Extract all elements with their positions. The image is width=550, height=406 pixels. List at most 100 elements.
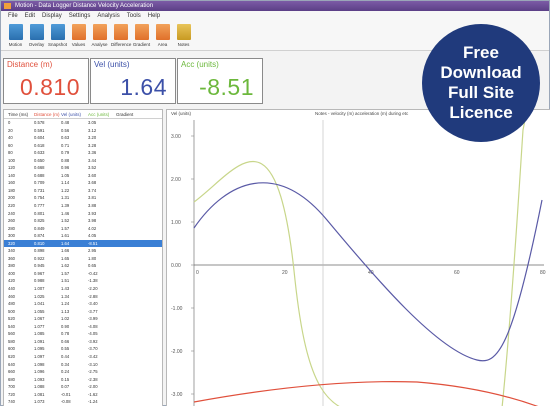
table-cell: 300 xyxy=(8,233,15,239)
distance-readout: Distance (m) 0.810 xyxy=(3,58,89,104)
table-row[interactable]: 500 1.055 1.13 -3.77 xyxy=(4,308,162,316)
velocity-readout-label: Vel (units) xyxy=(94,60,130,69)
table-cell: 1.43 xyxy=(61,286,70,292)
table-row[interactable]: 240 0.801 1.46 3.93 xyxy=(4,210,162,218)
table-row[interactable]: 660 1.096 0.24 -2.75 xyxy=(4,368,162,376)
table-row[interactable]: 400 0.967 1.57 -0.42 xyxy=(4,270,162,278)
table-cell: 1.093 xyxy=(34,376,45,382)
menu-display[interactable]: Display xyxy=(42,13,62,19)
table-row[interactable]: 740 1.073 -0.08 -1.24 xyxy=(4,398,162,406)
table-cell: -3.70 xyxy=(88,346,98,352)
table-cell: -3.92 xyxy=(88,338,98,344)
menu-help[interactable]: Help xyxy=(147,13,161,19)
table-cell: 440 xyxy=(8,286,15,292)
table-row[interactable]: 700 1.088 0.07 -2.00 xyxy=(4,383,162,391)
table-row[interactable]: 360 0.922 1.65 1.80 xyxy=(4,255,162,263)
table-row[interactable]: 60 0.618 0.71 3.28 xyxy=(4,142,162,150)
table-cell: -2.75 xyxy=(88,369,98,375)
table-cell: -2.88 xyxy=(88,293,98,299)
table-cell: 0.88 xyxy=(61,157,70,163)
table-row[interactable]: 160 0.709 1.14 3.68 xyxy=(4,179,162,187)
table-row[interactable]: 100 0.650 0.88 3.44 xyxy=(4,157,162,165)
table-row[interactable]: 120 0.668 0.96 3.52 xyxy=(4,164,162,172)
table-row[interactable]: 720 1.081 -0.01 -1.62 xyxy=(4,391,162,399)
toolbar-difference-button[interactable]: Difference xyxy=(111,24,131,47)
table-row[interactable]: 80 0.633 0.79 3.36 xyxy=(4,149,162,157)
table-cell: 1.57 xyxy=(61,270,70,276)
toolbar-motion-button[interactable]: Motion xyxy=(6,24,25,47)
table-cell: 1.52 xyxy=(61,218,70,224)
table-row[interactable]: 340 0.898 1.66 2.95 xyxy=(4,247,162,255)
table-cell: 140 xyxy=(8,172,15,178)
column-header[interactable]: Acc (units) xyxy=(88,112,110,117)
menu-edit[interactable]: Edit xyxy=(24,13,36,19)
table-cell: -4.08 xyxy=(88,323,98,329)
toolbar-overlay-button[interactable]: Overlay xyxy=(27,24,46,47)
table-row[interactable]: 640 1.098 0.34 -3.10 xyxy=(4,361,162,369)
menu-analysis[interactable]: Analysis xyxy=(97,13,120,19)
table-cell: 1.055 xyxy=(34,308,45,314)
table-cell: 0.633 xyxy=(34,150,45,156)
table-row[interactable]: 380 0.945 1.62 0.65 xyxy=(4,262,162,270)
table-row[interactable]: 420 0.988 1.51 -1.38 xyxy=(4,277,162,285)
table-row[interactable]: 140 0.688 1.05 3.60 xyxy=(4,172,162,180)
table-row[interactable]: 40 0.604 0.63 3.20 xyxy=(4,134,162,142)
table-row[interactable]: 440 1.007 1.43 -2.20 xyxy=(4,285,162,293)
column-header[interactable]: Vel (units) xyxy=(61,112,82,117)
table-cell: 1.64 xyxy=(61,240,70,246)
table-row[interactable]: 560 1.085 0.78 -4.05 xyxy=(4,330,162,338)
menu-file[interactable]: File xyxy=(8,13,18,19)
y-tick-label: -3.00 xyxy=(171,392,183,398)
table-cell: 1.34 xyxy=(61,293,70,299)
table-row[interactable]: 320 0.810 1.64 -8.51 xyxy=(4,239,162,248)
table-cell: -0.42 xyxy=(88,270,98,276)
table-cell: 0.44 xyxy=(61,353,70,359)
table-row[interactable]: 600 1.095 0.55 -3.70 xyxy=(4,345,162,353)
table-row[interactable]: 20 0.591 0.56 3.12 xyxy=(4,127,162,135)
table-row[interactable]: 680 1.093 0.15 -2.38 xyxy=(4,376,162,384)
menu-settings[interactable]: Settings xyxy=(68,13,91,19)
graph-panel[interactable]: 3.00 2.00 1.00 0.00 -1.00 -2.00 -3.00 0 20 40 60 80… xyxy=(166,109,550,406)
toolbar-gradient-button[interactable]: Gradient xyxy=(132,24,151,47)
difference-icon xyxy=(113,24,128,40)
table-row[interactable]: 220 0.777 1.39 3.88 xyxy=(4,202,162,210)
table-cell: 540 xyxy=(8,323,15,329)
toolbar-values-button[interactable]: Values xyxy=(69,24,88,47)
toolbar-notes-button[interactable]: Notes xyxy=(174,24,193,47)
toolbar-label: Motion xyxy=(8,42,23,47)
table-row[interactable]: 180 0.731 1.22 3.74 xyxy=(4,187,162,195)
table-row[interactable]: 580 1.091 0.66 -3.92 xyxy=(4,338,162,346)
column-header[interactable]: Distance (m) xyxy=(34,112,60,117)
acceleration-curve xyxy=(193,160,340,406)
menu-bar: File Edit Display Settings Analysis Tools Help xyxy=(1,11,549,21)
table-cell: 0.48 xyxy=(61,120,70,125)
toolbar-area-button[interactable]: Area xyxy=(153,24,172,47)
toolbar-analyse-button[interactable]: Analyse xyxy=(90,24,109,47)
column-header[interactable]: Time (ms) xyxy=(8,112,29,117)
toolbar-snapshot-button[interactable]: Snapshot xyxy=(48,24,67,47)
table-row[interactable]: 280 0.849 1.57 4.02 xyxy=(4,225,162,233)
toolbar-label: Notes xyxy=(177,42,190,47)
table-cell: 1.31 xyxy=(61,195,70,201)
table-row[interactable]: 300 0.874 1.61 4.05 xyxy=(4,232,162,240)
table-cell: 1.22 xyxy=(61,187,70,193)
table-cell: 3.28 xyxy=(88,142,97,148)
table-cell: 0.71 xyxy=(61,142,70,148)
table-cell: 3.74 xyxy=(88,187,97,193)
table-row[interactable]: 0 0.578 0.48 3.05 xyxy=(4,119,162,127)
column-header[interactable]: Gradient xyxy=(116,112,134,117)
table-row[interactable]: 540 1.077 0.90 -4.08 xyxy=(4,323,162,331)
table-row[interactable]: 460 1.025 1.34 -2.88 xyxy=(4,293,162,301)
free-download-badge[interactable]: Free Download Full Site Licence xyxy=(422,24,540,142)
table-row[interactable]: 260 0.825 1.52 3.98 xyxy=(4,217,162,225)
notes-icon xyxy=(176,24,191,40)
table-cell: -1.38 xyxy=(88,278,98,284)
table-row[interactable]: 520 1.067 1.02 -3.99 xyxy=(4,315,162,323)
table-row[interactable]: 480 1.041 1.24 -3.40 xyxy=(4,300,162,308)
menu-tools[interactable]: Tools xyxy=(126,13,141,19)
table-cell: 1.65 xyxy=(61,255,70,261)
table-cell: 0.96 xyxy=(61,165,70,171)
table-row[interactable]: 620 1.097 0.44 -3.42 xyxy=(4,353,162,361)
table-cell: 100 xyxy=(8,157,15,163)
table-row[interactable]: 200 0.754 1.31 3.81 xyxy=(4,194,162,202)
